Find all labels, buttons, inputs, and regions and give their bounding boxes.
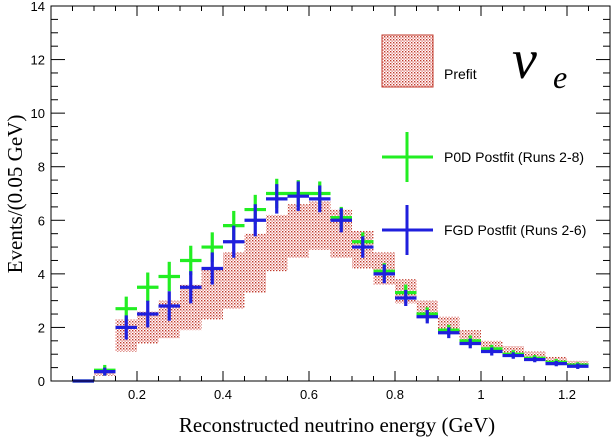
legend-label: FGD Postfit (Runs 2-6) bbox=[444, 222, 586, 238]
prefit-band-bin bbox=[137, 311, 159, 344]
legend-swatch-prefit bbox=[381, 34, 434, 88]
prefit-band-bin bbox=[524, 351, 546, 359]
prefit-band-bin bbox=[309, 201, 331, 250]
legend-label: Prefit bbox=[444, 66, 477, 82]
nu-e-subscript: e bbox=[553, 59, 567, 95]
nu-e-annotation: ν bbox=[512, 29, 537, 91]
prefit-band-bin bbox=[201, 268, 223, 320]
legend-label: P0D Postfit (Runs 2-8) bbox=[444, 149, 584, 165]
y-tick-label: 0 bbox=[38, 374, 45, 389]
prefit-band-bin bbox=[244, 233, 266, 293]
x-tick-label: 0.6 bbox=[300, 387, 318, 402]
x-tick-label: 0.2 bbox=[128, 387, 146, 402]
y-axis-title: Events/(0.05 GeV) bbox=[3, 115, 27, 274]
y-tick-label: 12 bbox=[31, 53, 45, 68]
axes-layer: 0.2 0.4 0.6 0.8 1 1.2 0 2 4 6 8 10 12 14 bbox=[31, 0, 611, 402]
y-tick-label: 8 bbox=[38, 160, 45, 175]
y-tick-label: 6 bbox=[38, 213, 45, 228]
prefit-band-bin bbox=[266, 214, 288, 272]
legend: Prefit P0D Postfit (Runs 2-8) FGD Postfit … bbox=[381, 34, 586, 255]
x-tick-label: 0.8 bbox=[386, 387, 404, 402]
y-tick-label: 14 bbox=[31, 0, 45, 14]
y-tick-label: 10 bbox=[31, 106, 45, 121]
prefit-band-bin bbox=[438, 316, 460, 331]
y-tick-label: 4 bbox=[38, 267, 45, 282]
x-tick-label: 1.2 bbox=[558, 387, 576, 402]
prefit-band-bin bbox=[180, 284, 202, 331]
y-tick-label: 2 bbox=[38, 320, 45, 335]
prefit-band-bin bbox=[287, 204, 309, 258]
prefit-band-bin bbox=[223, 252, 245, 309]
x-axis-title: Reconstructed neutrino energy (GeV) bbox=[179, 413, 495, 437]
x-tick-label: 1 bbox=[477, 387, 484, 402]
prefit-band-bin bbox=[502, 346, 524, 355]
x-tick-label: 0.4 bbox=[214, 387, 232, 402]
